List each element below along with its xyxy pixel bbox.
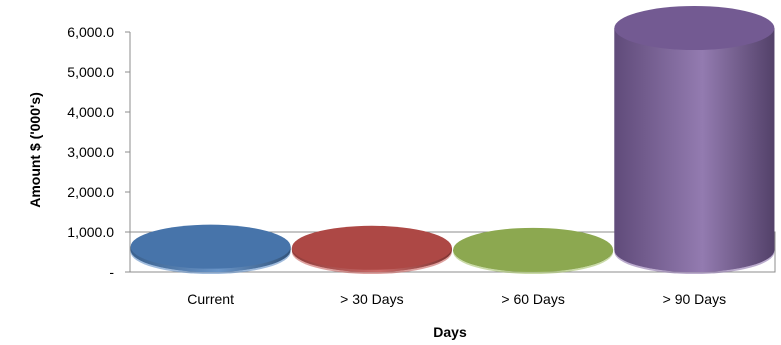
bar-1 [291,225,452,274]
y-tick-label: 3,000.0 [67,144,114,160]
y-axis: - 1,000.0 2,000.0 3,000.0 4,000.0 5,000.0 6,00… [67,24,130,280]
bar-2 [453,227,614,274]
x-tick-label: > 90 Days [663,291,726,307]
bar-top [453,227,614,272]
y-tick-label: 4,000.0 [67,104,114,120]
bar-top [614,6,775,50]
bar-3 [614,6,775,274]
bar-top [291,225,452,270]
x-axis: Current > 30 Days > 60 Days > 90 Days [187,291,726,307]
bar-side [614,28,775,272]
x-tick-label: > 30 Days [340,291,403,307]
y-tick-label: 1,000.0 [67,224,114,240]
x-tick-label: Current [187,291,234,307]
y-tick-label: 5,000.0 [67,64,114,80]
y-tick-label: 2,000.0 [67,184,114,200]
bars [130,6,775,274]
bar-0 [130,224,291,274]
bar-top [130,224,291,269]
x-axis-title: Days [433,324,467,340]
x-tick-label: > 60 Days [501,291,564,307]
y-axis-title: Amount $ ('000's) [27,92,43,208]
y-tick-label: 6,000.0 [67,24,114,40]
y-tick-label: - [109,264,114,280]
